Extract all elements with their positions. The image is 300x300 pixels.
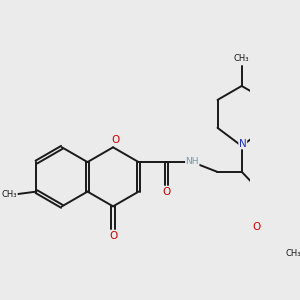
Text: O: O bbox=[109, 231, 117, 242]
Text: O: O bbox=[252, 222, 261, 232]
Text: O: O bbox=[111, 135, 119, 145]
Text: O: O bbox=[162, 187, 171, 197]
Text: CH₃: CH₃ bbox=[2, 190, 17, 199]
Text: CH₃: CH₃ bbox=[234, 54, 249, 63]
Text: CH₃: CH₃ bbox=[286, 249, 300, 258]
Text: N: N bbox=[239, 139, 247, 149]
Text: NH: NH bbox=[186, 157, 199, 166]
